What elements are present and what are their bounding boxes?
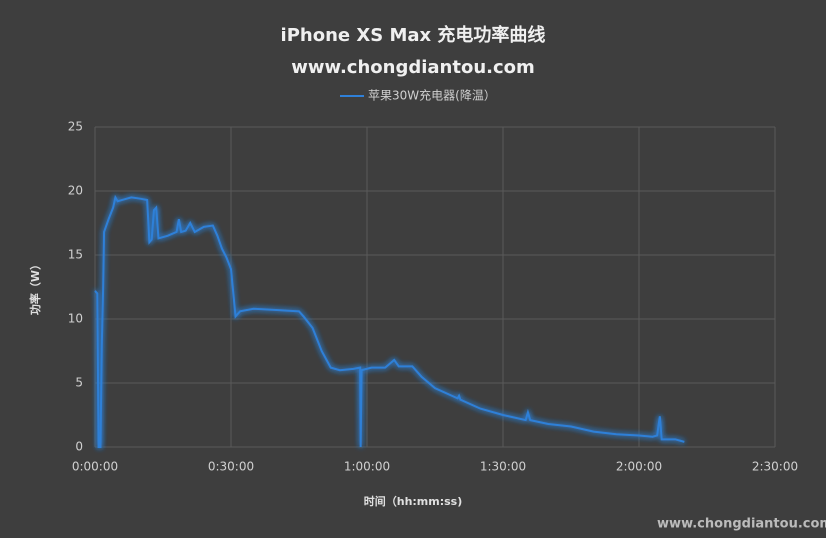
chart-subtitle: www.chongdiantou.com <box>291 57 535 78</box>
x-tick-label: 0:00:00 <box>72 460 118 474</box>
y-tick-label: 15 <box>68 248 83 262</box>
y-tick-label: 10 <box>68 312 83 326</box>
y-axis-title: 功率（W） <box>28 259 42 315</box>
y-tick-label: 0 <box>75 440 83 454</box>
y-tick-label: 20 <box>68 184 83 198</box>
x-tick-label: 1:00:00 <box>344 460 390 474</box>
watermark: www.chongdiantou.com <box>657 517 826 532</box>
chart-title: iPhone XS Max 充电功率曲线 <box>281 24 546 46</box>
x-axis-title: 时间（hh:mm:ss) <box>364 494 463 508</box>
x-tick-label: 2:00:00 <box>616 460 662 474</box>
y-tick-label: 5 <box>75 376 83 390</box>
x-tick-label: 0:30:00 <box>208 460 254 474</box>
data-line <box>94 194 685 448</box>
legend-label: 苹果30W充电器(降温） <box>368 88 496 103</box>
x-tick-label: 1:30:00 <box>480 460 526 474</box>
x-tick-label: 2:30:00 <box>752 460 798 474</box>
y-tick-label: 25 <box>68 120 83 134</box>
